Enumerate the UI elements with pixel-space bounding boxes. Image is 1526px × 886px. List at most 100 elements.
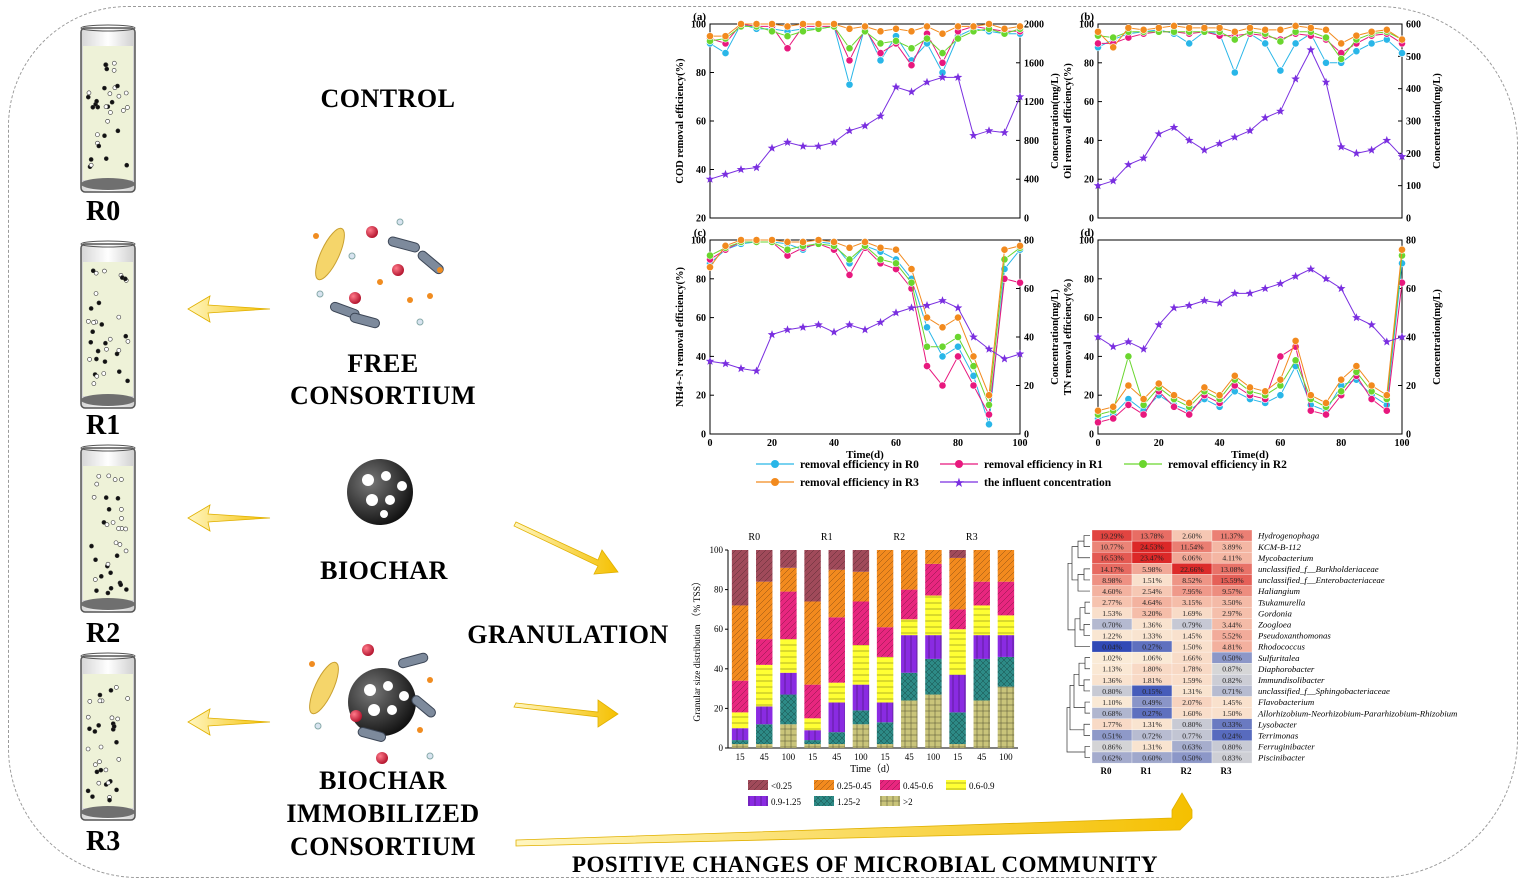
bar-segment-hatch: [949, 674, 966, 713]
influent-point: [798, 141, 808, 150]
data-point-r3: [814, 20, 823, 28]
influent-point: [1397, 152, 1407, 161]
heatmap-row-label: Sulfuritalea: [1258, 653, 1300, 663]
data-point-r3: [1276, 25, 1285, 34]
microbial-heatmap: 19.29% 13.78% 2.60% 11.37% Hydrogenophaga 10.…: [1066, 529, 1457, 776]
y-tick-label: 0: [719, 743, 724, 753]
bar-segment-hatch: [780, 694, 797, 725]
heatmap-value: 14.17%: [1100, 565, 1124, 574]
bar-segment-hatch: [973, 658, 990, 701]
panel-label: (c): [694, 227, 707, 239]
data-point-r0: [1398, 49, 1406, 57]
legend-label-r3: removal efficiency in R3: [800, 477, 919, 489]
y2-tick-label: 0: [1024, 430, 1029, 441]
y2-tick-label: 400: [1406, 84, 1421, 95]
y-tick-label: 60: [696, 117, 706, 128]
influent-point: [1382, 135, 1392, 144]
data-point-r3: [954, 313, 962, 322]
heatmap-value: 0.62%: [1102, 754, 1122, 763]
granule-dot: [113, 540, 119, 546]
y2-tick-label: 80: [1024, 236, 1034, 247]
granule-dot: [109, 99, 115, 105]
data-point-r0: [985, 420, 993, 429]
bar-segment-hatch: [901, 700, 918, 748]
data-point-r3: [1322, 25, 1330, 34]
y2-tick-label: 40: [1406, 333, 1416, 344]
heatmap-value: 0.80%: [1222, 742, 1242, 751]
heatmap-value: 3.44%: [1222, 620, 1242, 629]
granule-dot: [116, 757, 122, 762]
granule-dot: [87, 699, 93, 704]
bar-segment-hatch: [949, 712, 966, 745]
granule-dot: [91, 381, 97, 386]
influent-point: [1245, 288, 1255, 297]
bar-segment-hatch: [973, 581, 990, 606]
heatmap-row-label: Immundisolibacter: [1257, 675, 1325, 685]
y-tick-label: 40: [1084, 136, 1094, 147]
bar-segment-hatch: [949, 550, 966, 558]
y-tick-label: 80: [714, 585, 724, 595]
bar-segment-hatch: [731, 744, 749, 748]
y-tick-label: 60: [714, 624, 724, 634]
heatmap-value: 8.98%: [1102, 576, 1122, 585]
heatmap-value: 13.08%: [1220, 565, 1244, 574]
data-point-r1: [1306, 406, 1315, 415]
bar-segment-hatch: [997, 686, 1015, 748]
bar-segment-hatch: [925, 595, 942, 636]
influent-point: [1139, 153, 1148, 162]
bar-segment-hatch: [731, 605, 749, 681]
data-point-r1: [1185, 410, 1194, 419]
data-point-r3: [1337, 375, 1346, 384]
influent-point: [1093, 332, 1103, 341]
heatmap-value: 1.31%: [1142, 720, 1162, 729]
influent-point: [1015, 92, 1025, 101]
bar-segment-hatch: [925, 635, 942, 659]
data-point-r1: [938, 58, 947, 67]
granule-dot: [93, 270, 99, 276]
control-label: CONTROL: [320, 84, 456, 113]
bar-segment-hatch: [731, 712, 749, 729]
heatmap-value: 0.50%: [1182, 754, 1202, 763]
heatmap-row-label: Zoogloea: [1258, 620, 1292, 630]
y-tick-label: 40: [696, 352, 706, 363]
influent-point: [1397, 332, 1407, 341]
data-point-r0: [1276, 391, 1285, 400]
granule-dot: [95, 132, 100, 137]
granule-dot: [114, 351, 120, 357]
bar-segment-hatch: [949, 557, 966, 610]
heatmap-row-label: Pseudoxanthomonas: [1257, 631, 1331, 641]
data-point-r3: [783, 238, 792, 246]
y2-tick-label: 1600: [1024, 58, 1044, 69]
data-point-r0: [1322, 58, 1330, 67]
data-point-r3: [985, 20, 993, 28]
x-tick-label: 100: [854, 752, 868, 762]
data-point-r3: [1246, 383, 1254, 392]
granule-dot: [96, 143, 102, 149]
data-point-r3: [1000, 24, 1009, 33]
granule-dot: [94, 769, 100, 775]
bar-chart-body: 0 20 40 60 80 100 15 45 100 15 45 100 15 45 100 15 45 100…: [691, 532, 1018, 807]
outer-frame: [8, 6, 1518, 878]
bar-segment-hatch: [804, 601, 821, 685]
data-point-r3: [1230, 27, 1239, 36]
heatmap-value: 3.15%: [1182, 598, 1202, 607]
data-point-r1: [1124, 400, 1133, 409]
legend-label-r1: removal efficiency in R1: [984, 459, 1103, 471]
influent-point: [953, 303, 963, 312]
data-point-r2: [907, 278, 916, 287]
granule-dot: [93, 557, 98, 563]
granule-dot: [123, 90, 129, 96]
granule-dot: [102, 85, 107, 91]
data-point-r1: [1016, 278, 1024, 287]
data-point-r1: [845, 56, 854, 65]
data-point-r3: [861, 22, 869, 31]
data-point-r0: [876, 56, 885, 65]
bar-segment-hatch: [852, 724, 870, 748]
influent-point: [1321, 77, 1331, 86]
line-chart-a: 20 40 60 80 100 0 400 800 1200 1600 2000 (a) COD rem…: [675, 11, 1061, 225]
influent-point: [829, 327, 839, 336]
granule-dot: [106, 507, 112, 512]
data-point-r3: [706, 32, 714, 41]
legend-label: 0.9-1.25: [771, 797, 801, 807]
granule-dot: [94, 588, 99, 593]
